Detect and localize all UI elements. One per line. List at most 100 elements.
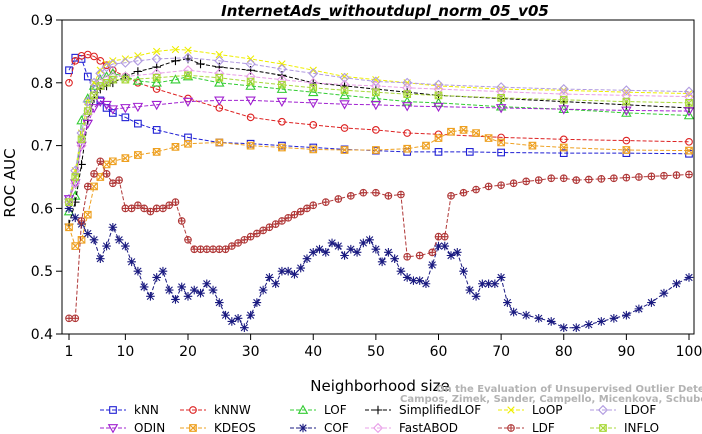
series-point-loop xyxy=(372,75,380,84)
series-line-cof xyxy=(68,208,690,329)
series-point-knnw xyxy=(278,117,286,126)
series-point-cof xyxy=(64,204,74,213)
series-point-kdeos xyxy=(434,134,443,142)
series-point-kdeos xyxy=(215,138,224,147)
series-point-kdeos xyxy=(134,151,142,159)
series-point-loop xyxy=(434,82,443,90)
series-point-ldof xyxy=(621,85,632,96)
series-point-ldof xyxy=(496,82,507,93)
series-point-loop xyxy=(184,46,192,54)
series-point-kdeos xyxy=(184,139,192,148)
series-point-ldf xyxy=(572,176,581,184)
series-point-kdeos xyxy=(171,143,180,151)
series-point-ldf xyxy=(290,210,299,219)
series-point-cof xyxy=(277,266,287,276)
series-point-ldf xyxy=(622,173,631,182)
series-point-fastabod xyxy=(370,80,381,92)
series-point-cof xyxy=(83,229,93,238)
series-point-lof xyxy=(132,75,144,85)
series-point-ldf xyxy=(165,201,174,210)
series-point-ldf xyxy=(584,175,593,184)
series-point-kdeos xyxy=(108,157,117,166)
series-point-knn xyxy=(108,109,117,117)
series-point-cof xyxy=(346,244,356,254)
series-point-ldf xyxy=(271,220,280,228)
series-point-inflo xyxy=(559,95,568,104)
series-point-loop xyxy=(171,45,180,54)
series-line-ldf xyxy=(69,160,690,319)
series-point-kdeos xyxy=(102,160,111,169)
series-point-ldof xyxy=(182,52,194,63)
legend-marker-loop xyxy=(507,406,515,414)
series-point-odin xyxy=(88,104,100,114)
series-point-ldf xyxy=(227,242,236,250)
series-point-cof xyxy=(321,248,331,257)
series-point-cof xyxy=(421,279,431,289)
series-point-ldof xyxy=(120,57,131,68)
series-point-lof xyxy=(214,77,225,87)
series-point-knnw xyxy=(372,126,380,134)
legend-item-odin: ODIN xyxy=(100,421,165,434)
series-point-kdeos xyxy=(121,154,130,163)
series-point-cof xyxy=(265,273,274,282)
series-point-inflo xyxy=(622,97,631,106)
series-point-odin xyxy=(120,104,131,114)
series-point-cof xyxy=(509,307,518,317)
series-point-cof xyxy=(471,292,481,301)
series-point-knnw xyxy=(246,113,255,122)
series-point-knnw xyxy=(65,78,73,87)
series-point-simplifiedlof xyxy=(133,67,143,76)
series-line-knn xyxy=(68,57,690,155)
series-point-ldf xyxy=(171,198,180,206)
legend-item-knn: kNN xyxy=(100,403,159,417)
series-point-ldf xyxy=(672,171,681,179)
legend-item-loop: LoOP xyxy=(498,403,563,417)
series-point-ldf xyxy=(547,174,556,183)
series-point-kdeos xyxy=(459,126,468,134)
x-tick-label: 100 xyxy=(676,344,702,360)
series-point-ldf xyxy=(428,248,437,257)
series-point-cof xyxy=(327,238,337,248)
legend-label-ldf: LDF xyxy=(532,421,555,434)
series-point-ldf xyxy=(65,314,73,323)
series-point-inflo xyxy=(71,173,80,181)
series-point-ldf xyxy=(303,204,311,213)
series-point-ldf xyxy=(278,217,286,225)
series-point-cof xyxy=(96,254,105,263)
series-point-odin xyxy=(307,99,319,109)
series-point-inflo xyxy=(96,82,105,90)
series-point-knnw xyxy=(71,56,80,65)
series-point-kdeos xyxy=(497,138,505,147)
series-point-ldf xyxy=(259,226,267,235)
series-point-fastabod xyxy=(120,71,131,82)
series-point-inflo xyxy=(102,78,111,87)
axes: 1 10 20 30 40 50 60 70 80 90 100 0.4 0.5 0.6 0.7 0.8 0.9 xyxy=(31,13,702,360)
legend-item-ldf: LDF xyxy=(498,421,555,434)
x-tick-label: 50 xyxy=(367,344,385,360)
series-point-ldf xyxy=(685,170,693,179)
series-point-inflo xyxy=(108,75,117,84)
series-point-cof xyxy=(359,238,368,248)
series-point-cof xyxy=(396,266,406,276)
series-point-cof xyxy=(352,248,362,257)
series-point-ldof xyxy=(214,55,225,66)
series-point-knn xyxy=(559,149,568,157)
series-point-ldf xyxy=(77,217,86,225)
series-point-kdeos xyxy=(278,143,286,152)
series-point-ldf xyxy=(359,188,368,197)
series-point-ldf xyxy=(177,217,186,225)
watermark-line-authors: Campos, Zimek, Sander, Campello, Micenko… xyxy=(400,394,702,405)
series-point-cof xyxy=(258,285,268,295)
series-point-kdeos xyxy=(622,146,631,154)
series-point-cof xyxy=(459,266,468,276)
series-point-cof xyxy=(584,320,594,329)
series-point-cof xyxy=(597,317,606,326)
series-point-odin xyxy=(101,100,112,111)
series-point-cof xyxy=(183,292,193,301)
series-point-ldf xyxy=(459,188,468,197)
series-point-kdeos xyxy=(96,173,105,181)
series-point-cof xyxy=(402,273,412,282)
series-point-ldf xyxy=(484,182,493,191)
series-point-kdeos xyxy=(528,141,537,150)
series-loop xyxy=(65,45,693,206)
